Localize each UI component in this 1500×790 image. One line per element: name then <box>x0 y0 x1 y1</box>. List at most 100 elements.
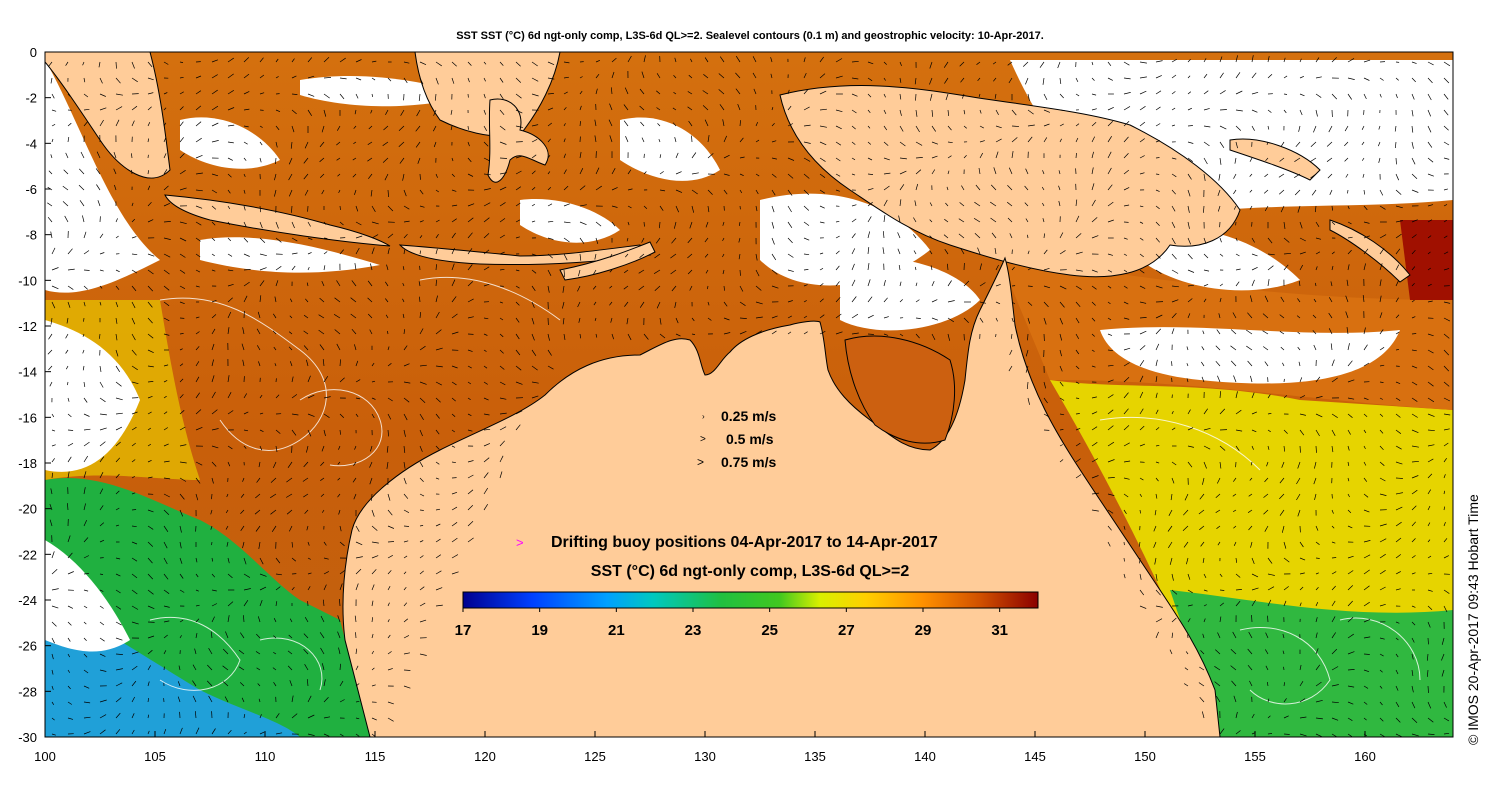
velocity-arrow <box>339 733 344 737</box>
velocity-arrow <box>739 173 744 177</box>
velocity-arrow <box>1107 285 1112 289</box>
velocity-arrow <box>179 363 184 367</box>
velocity-arrow <box>1154 557 1157 565</box>
velocity-arrow <box>1347 525 1353 529</box>
velocity-arrow <box>1346 279 1349 287</box>
velocity-arrow <box>1411 219 1418 223</box>
velocity-arrow <box>82 333 85 337</box>
velocity-arrow <box>303 314 309 319</box>
velocity-arrow <box>1059 317 1064 325</box>
velocity-arrow <box>992 61 997 65</box>
velocity-arrow <box>1347 58 1355 63</box>
velocity-arrow <box>286 477 293 483</box>
velocity-arrow <box>371 555 379 559</box>
velocity-arrow <box>659 154 662 159</box>
velocity-arrow <box>1326 141 1333 147</box>
velocity-arrow <box>320 615 325 623</box>
velocity-arrow <box>419 525 424 527</box>
velocity-arrow <box>835 265 840 271</box>
velocity-arrow <box>243 237 249 243</box>
velocity-arrow <box>336 125 341 131</box>
velocity-arrow <box>1347 189 1349 194</box>
velocity-arrow <box>163 153 167 159</box>
velocity-arrow <box>1315 617 1318 623</box>
velocity-arrow <box>1411 460 1419 463</box>
velocity-arrow <box>467 349 473 352</box>
velocity-arrow <box>483 397 489 401</box>
velocity-arrow <box>1411 572 1416 575</box>
velocity-arrow <box>755 139 760 143</box>
velocity-arrow <box>1394 141 1397 149</box>
velocity-arrow <box>961 185 965 191</box>
velocity-arrow <box>499 234 505 239</box>
velocity-arrow <box>1186 346 1189 351</box>
velocity-arrow <box>323 221 327 225</box>
velocity-arrow <box>1395 621 1400 624</box>
velocity-arrow <box>163 92 168 95</box>
velocity-arrow <box>563 333 566 340</box>
velocity-arrow <box>483 77 486 82</box>
velocity-arrow <box>1379 701 1383 706</box>
velocity-arrow <box>131 301 136 309</box>
velocity-arrow <box>1411 489 1418 495</box>
velocity-arrow <box>1075 427 1081 431</box>
velocity-arrow <box>1107 333 1113 336</box>
velocity-arrow <box>1443 589 1450 594</box>
velocity-arrow <box>1171 91 1176 95</box>
velocity-arrow <box>653 269 661 274</box>
velocity-arrow <box>1043 397 1048 404</box>
velocity-arrow <box>803 269 809 271</box>
velocity-arrow <box>467 173 474 177</box>
velocity-arrow <box>931 141 939 145</box>
velocity-arrow <box>1347 585 1354 591</box>
velocity-arrow <box>979 109 982 114</box>
velocity-arrow <box>1395 93 1398 99</box>
velocity-arrow <box>243 108 250 111</box>
velocity-arrow <box>1075 333 1080 339</box>
velocity-arrow <box>415 125 421 132</box>
velocity-arrow <box>275 713 280 719</box>
velocity-arrow <box>371 247 375 255</box>
velocity-arrow <box>1347 343 1350 351</box>
velocity-arrow <box>99 413 107 416</box>
velocity-arrow <box>689 285 693 291</box>
velocity-arrow <box>1059 93 1064 99</box>
velocity-arrow <box>1123 392 1129 399</box>
velocity-arrow <box>336 157 341 161</box>
velocity-arrow <box>515 424 521 431</box>
velocity-arrow <box>147 665 151 671</box>
velocity-arrow <box>291 252 298 255</box>
y-tick-label-15: -30 <box>18 730 37 745</box>
velocity-arrow <box>1217 189 1221 197</box>
velocity-arrow <box>147 509 154 513</box>
velocity-arrow <box>867 279 871 287</box>
velocity-arrow <box>1006 201 1013 207</box>
velocity-arrow <box>1267 394 1271 399</box>
velocity-arrow <box>163 380 168 383</box>
velocity-arrow <box>899 281 902 287</box>
velocity-arrow <box>83 381 86 387</box>
velocity-arrow <box>1201 711 1205 719</box>
velocity-arrow <box>531 124 539 127</box>
velocity-arrow <box>944 77 949 84</box>
velocity-arrow <box>67 685 71 690</box>
velocity-arrow <box>1379 413 1384 417</box>
velocity-arrow <box>1219 253 1224 257</box>
velocity-arrow <box>371 617 374 623</box>
velocity-arrow <box>722 269 725 275</box>
velocity-arrow <box>1235 237 1238 242</box>
velocity-arrow <box>943 234 949 239</box>
velocity-arrow <box>1411 701 1416 709</box>
velocity-arrow <box>98 61 101 68</box>
velocity-arrow <box>370 189 373 197</box>
velocity-arrow <box>1123 573 1126 579</box>
velocity-arrow <box>1138 541 1141 547</box>
velocity-arrow <box>467 397 471 400</box>
velocity-arrow <box>131 61 135 69</box>
velocity-arrow <box>179 348 183 351</box>
velocity-arrow <box>1251 614 1253 623</box>
velocity-arrow <box>211 59 219 63</box>
velocity-arrow <box>702 90 709 95</box>
velocity-arrow <box>1427 717 1434 723</box>
velocity-arrow <box>254 509 261 515</box>
